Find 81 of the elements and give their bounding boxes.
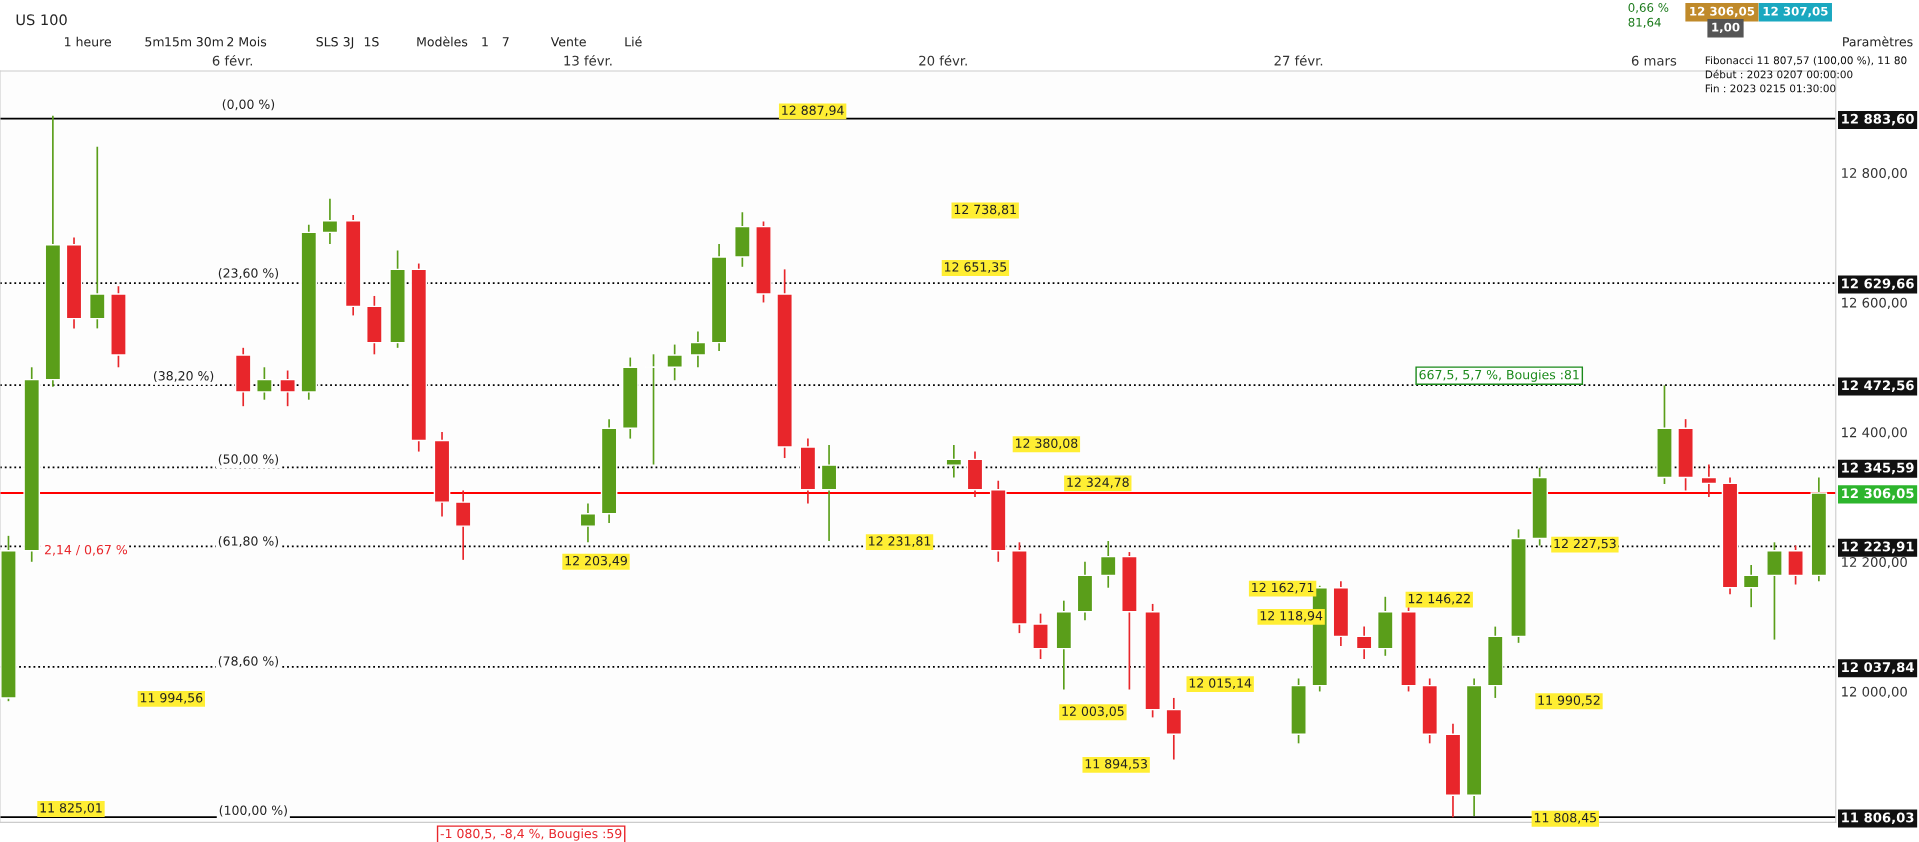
y-tick-label: 12 000,00: [1842, 686, 1907, 698]
text: 1S: [364, 37, 379, 47]
text: Fibonacci 11 807,57 (100,00 %), 11 80: [1705, 56, 1907, 66]
y-tick-label: 12 223,91: [1842, 541, 1914, 554]
text: 3J: [343, 37, 354, 49]
y-tick-label: 12 800,00: [1842, 167, 1907, 180]
text: Modèles: [417, 36, 468, 47]
candlestick: [321, 197, 339, 245]
text: 1: [482, 37, 488, 47]
annotation: 12 162,71: [1252, 582, 1314, 594]
candlestick: [689, 330, 707, 369]
text: SLS: [316, 37, 338, 47]
y-tick-label: 12 400,00: [1842, 427, 1907, 439]
annotation: 12 231,81: [869, 536, 931, 548]
candlestick: [579, 502, 597, 544]
y-tick-label: 12 472,56: [1842, 380, 1914, 392]
annotation: (100,00 %): [219, 805, 287, 817]
annotation: 12 015,14: [1189, 678, 1252, 690]
annotation: Début : 2023 0207 00:00:00: [1705, 69, 1853, 79]
annotation: 11 990,52: [1538, 695, 1600, 707]
text: 30m: [196, 37, 223, 47]
candlestick: [256, 366, 273, 401]
annotation: 12 203,49: [565, 555, 627, 567]
y-tick-label: 12 883,60: [1842, 113, 1914, 126]
text: 5m: [145, 37, 164, 47]
text: 15m: [165, 37, 192, 47]
annotation: (0,00 %): [222, 99, 275, 111]
candlestick: [945, 444, 963, 479]
annotation: 12 651,35: [944, 262, 1007, 273]
y-tick-label: 12 306,05: [1842, 488, 1914, 500]
y-tick-label: 12 037,84: [1842, 662, 1914, 674]
candlestick: [666, 343, 683, 382]
x-tick-label: 20 févr.: [919, 54, 967, 66]
x-tick-label: 6 févr.: [212, 54, 253, 66]
annotation: 12 380,08: [1015, 438, 1078, 450]
annotation: 12 003,05: [1062, 706, 1124, 718]
annotation: 11 994,56: [140, 692, 203, 704]
annotation: 12 738,81: [954, 204, 1016, 216]
annotation: 11 825,01: [40, 803, 102, 814]
text: Lié: [625, 36, 642, 47]
text: 81,64: [1628, 17, 1661, 28]
y-tick-label: 12 345,59: [1842, 462, 1914, 475]
annotation: 12 118,94: [1260, 610, 1323, 622]
annotation: 11 894,53: [1085, 759, 1147, 770]
text: Vente: [550, 37, 586, 47]
text: 7: [502, 37, 509, 47]
x-tick-label: 13 févr.: [564, 54, 612, 66]
candlestick: [454, 489, 472, 561]
text: 12 307,05: [1763, 6, 1828, 18]
annotation: 12 227,53: [1554, 538, 1616, 550]
annotation: 11 808,45: [1534, 812, 1597, 824]
annotation: (50,00 %): [218, 454, 279, 466]
annotation: Fin : 2023 0215 01:30:00: [1705, 84, 1836, 93]
annotation: 667,5, 5,7 %, Bougies :81: [1419, 369, 1579, 382]
candlestick: [279, 369, 296, 408]
text: 0,66 %: [1628, 3, 1669, 14]
annotation: (23,60 %): [218, 268, 279, 280]
annotation: 12 324,78: [1067, 477, 1129, 489]
annotation: 12 146,22: [1408, 593, 1470, 605]
y-tick-label: 12 200,00: [1842, 557, 1907, 569]
text: 2 Mois: [227, 36, 267, 47]
text: -1 080,5, -8,4 %, Bougies :59: [440, 828, 622, 841]
text: Paramètres: [1843, 36, 1913, 47]
y-tick-label: 12 600,00: [1842, 297, 1907, 309]
y-tick-label: 11 806,03: [1842, 812, 1914, 825]
text: 12 306,05: [1690, 6, 1755, 18]
annotation: (78,60 %): [218, 656, 279, 668]
candlestick: [1099, 540, 1117, 589]
y-tick-label: 12 629,66: [1842, 278, 1914, 291]
candlestick: [1355, 625, 1373, 660]
chart-title: US 100: [16, 14, 67, 26]
annotation: (61,80 %): [218, 536, 279, 548]
candlestick: [1700, 463, 1718, 498]
text: 1,00: [1712, 22, 1740, 34]
annotation: (38,20 %): [153, 370, 214, 383]
annotation: 2,14 / 0,67 %: [44, 544, 128, 556]
candlestick: [1742, 564, 1760, 609]
x-tick-label: 6 mars: [1631, 55, 1677, 66]
text: 1 heure: [65, 36, 111, 47]
x-tick-label: 27 févr.: [1274, 54, 1323, 66]
annotation: 12 887,94: [782, 105, 844, 117]
